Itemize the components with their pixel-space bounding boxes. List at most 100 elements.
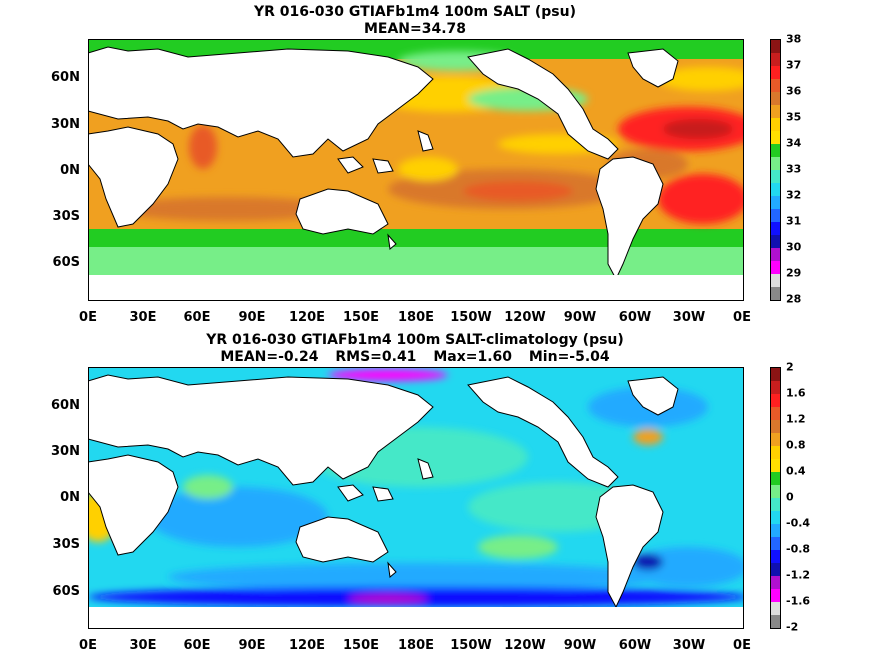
colorbar-swatch bbox=[771, 407, 780, 420]
colorbar-swatch bbox=[771, 170, 780, 183]
bottom-colorbar-label: -0.4 bbox=[786, 516, 811, 530]
bottom-colorbar-label: 2 bbox=[786, 360, 794, 374]
top-map-stats: MEAN=34.78 bbox=[0, 21, 830, 37]
colorbar-swatch bbox=[771, 196, 780, 209]
top-lat-label: 30S bbox=[52, 209, 80, 224]
colorbar-swatch bbox=[771, 261, 780, 274]
top-lon-label: 120E bbox=[288, 310, 326, 325]
colorbar-swatch bbox=[771, 550, 780, 563]
colorbar-swatch bbox=[771, 524, 780, 537]
colorbar-swatch bbox=[771, 511, 780, 524]
top-mean-stat: MEAN=34.78 bbox=[363, 21, 467, 37]
bottom-colorbar-label: 0.8 bbox=[786, 438, 806, 452]
bottom-colorbar-label: -1.6 bbox=[786, 594, 811, 608]
top-lon-label: 150E bbox=[342, 310, 380, 325]
top-salinity-map bbox=[88, 39, 744, 301]
top-lon-label: 90E bbox=[238, 310, 266, 325]
colorbar-swatch bbox=[771, 118, 780, 131]
bottom-lon-label: 60E bbox=[183, 638, 211, 653]
top-colorbar-label: 31 bbox=[786, 214, 802, 228]
top-colorbar-label: 28 bbox=[786, 292, 802, 306]
bottom-map-title: YR 016-030 GTIAFb1m4 100m SALT-climatolo… bbox=[206, 332, 624, 348]
colorbar-swatch bbox=[771, 157, 780, 170]
top-colorbar-label: 38 bbox=[786, 32, 802, 46]
colorbar-swatch bbox=[771, 576, 780, 589]
top-lon-label: 0E bbox=[79, 310, 97, 325]
bottom-colorbar-label: 1.2 bbox=[786, 412, 806, 426]
bottom-lon-label: 90W bbox=[563, 638, 597, 653]
colorbar-swatch bbox=[771, 287, 780, 300]
bottom-rms-stat: RMS=0.41 bbox=[335, 349, 417, 365]
bottom-colorbar-label: -2 bbox=[786, 620, 799, 634]
colorbar-swatch bbox=[771, 381, 780, 394]
bottom-lon-label: 150E bbox=[342, 638, 380, 653]
top-lon-label: 150W bbox=[450, 310, 492, 325]
top-lon-label: 60E bbox=[183, 310, 211, 325]
bottom-lon-label: 120E bbox=[288, 638, 326, 653]
colorbar-swatch bbox=[771, 433, 780, 446]
colorbar-swatch bbox=[771, 274, 780, 287]
colorbar-swatch bbox=[771, 563, 780, 576]
colorbar-swatch bbox=[771, 144, 780, 157]
top-lon-label: 90W bbox=[563, 310, 597, 325]
colorbar-swatch bbox=[771, 222, 780, 235]
colorbar-swatch bbox=[771, 368, 780, 381]
bottom-max-stat: Max=1.60 bbox=[433, 349, 512, 365]
colorbar-swatch bbox=[771, 105, 780, 118]
colorbar-swatch bbox=[771, 602, 780, 615]
bottom-lat-label: 30N bbox=[51, 444, 80, 459]
bottom-lon-label: 150W bbox=[450, 638, 492, 653]
colorbar-swatch bbox=[771, 183, 780, 196]
colorbar-swatch bbox=[771, 248, 780, 261]
top-colorbar-label: 33 bbox=[786, 162, 802, 176]
top-map-title: YR 016-030 GTIAFb1m4 100m SALT (psu) bbox=[253, 4, 577, 20]
bottom-colorbar-label: -1.2 bbox=[786, 568, 811, 582]
colorbar-swatch bbox=[771, 420, 780, 433]
top-lon-label: 60W bbox=[618, 310, 652, 325]
top-lon-label: 0E bbox=[733, 310, 751, 325]
bottom-lon-label: 60W bbox=[618, 638, 652, 653]
top-colorbar-label: 35 bbox=[786, 110, 802, 124]
top-lon-label: 30E bbox=[129, 310, 157, 325]
colorbar-swatch bbox=[771, 459, 780, 472]
top-lon-label: 120W bbox=[504, 310, 546, 325]
bottom-lon-label: 30E bbox=[129, 638, 157, 653]
bottom-lat-label: 30S bbox=[52, 537, 80, 552]
colorbar-swatch bbox=[771, 66, 780, 79]
colorbar-swatch bbox=[771, 446, 780, 459]
bottom-lat-label: 60S bbox=[52, 584, 80, 599]
bottom-colorbar-label: 0 bbox=[786, 490, 794, 504]
colorbar-swatch bbox=[771, 485, 780, 498]
colorbar-swatch bbox=[771, 92, 780, 105]
top-lon-label: 30W bbox=[672, 310, 706, 325]
top-colorbar-label: 37 bbox=[786, 58, 802, 72]
top-lat-label: 30N bbox=[51, 117, 80, 132]
colorbar-swatch bbox=[771, 209, 780, 222]
top-lat-label: 60S bbox=[52, 255, 80, 270]
colorbar-swatch bbox=[771, 537, 780, 550]
bottom-lat-label: 0N bbox=[60, 490, 80, 505]
bottom-mean-stat: MEAN=-0.24 bbox=[220, 349, 319, 365]
top-colorbar-label: 32 bbox=[786, 188, 802, 202]
bottom-lon-label: 180E bbox=[397, 638, 435, 653]
colorbar-swatch bbox=[771, 498, 780, 511]
bottom-lon-label: 0E bbox=[733, 638, 751, 653]
bottom-lon-label: 0E bbox=[79, 638, 97, 653]
colorbar-swatch bbox=[771, 40, 780, 53]
colorbar-swatch bbox=[771, 394, 780, 407]
colorbar-swatch bbox=[771, 472, 780, 485]
top-lon-label: 180E bbox=[397, 310, 435, 325]
bottom-colorbar-label: -0.8 bbox=[786, 542, 811, 556]
top-colorbar-label: 30 bbox=[786, 240, 802, 254]
top-colorbar-label: 36 bbox=[786, 84, 802, 98]
colorbar-swatch bbox=[771, 79, 780, 92]
bottom-lon-label: 120W bbox=[504, 638, 546, 653]
bottom-lon-label: 30W bbox=[672, 638, 706, 653]
top-colorbar bbox=[770, 39, 781, 301]
colorbar-swatch bbox=[771, 615, 780, 628]
bottom-min-stat: Min=-5.04 bbox=[528, 349, 610, 365]
colorbar-swatch bbox=[771, 589, 780, 602]
bottom-anomaly-map bbox=[88, 367, 744, 629]
bottom-colorbar-label: 1.6 bbox=[786, 386, 806, 400]
bottom-colorbar bbox=[770, 367, 781, 629]
